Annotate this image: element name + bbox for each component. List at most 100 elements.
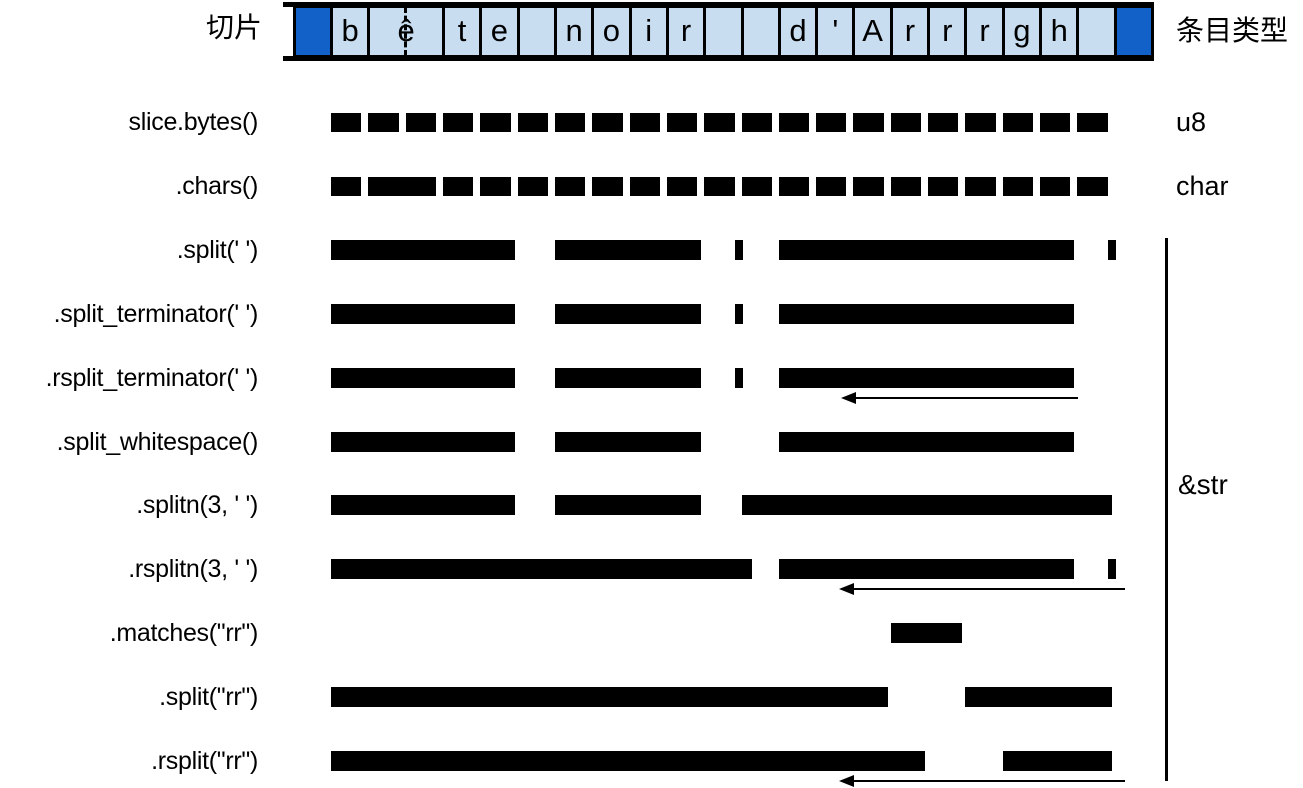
string-piece-bar — [331, 559, 752, 579]
char-cell: r — [889, 5, 931, 58]
char-dash — [741, 177, 772, 196]
method-row-label: .split(' ') — [176, 236, 259, 264]
method-row-label: slice.bytes() — [128, 108, 259, 136]
method-row-label: .splitn(3, ' ') — [136, 491, 258, 519]
string-piece-bar — [331, 240, 515, 260]
byte-square — [480, 113, 511, 132]
empty-string-tick — [1107, 240, 1116, 260]
string-piece-bar — [554, 495, 702, 515]
string-piece-bar — [331, 495, 515, 515]
cell-letter: r — [979, 13, 990, 48]
char-type-label: char — [1176, 171, 1229, 201]
byte-square — [778, 113, 810, 132]
reverse-direction-arrow-head — [841, 392, 857, 404]
string-piece-bar — [331, 304, 515, 324]
char-cell: t — [441, 5, 483, 58]
char-dash — [666, 177, 698, 196]
byte-square — [1040, 113, 1071, 132]
empty-string-tick — [734, 304, 743, 324]
char-dash — [331, 177, 362, 196]
char-dash — [1002, 177, 1034, 196]
char-dash — [853, 177, 884, 196]
byte-square — [853, 113, 884, 132]
cell-letter: e — [490, 13, 509, 48]
char-cell: i — [628, 5, 669, 58]
byte-square — [442, 113, 474, 132]
char-dash — [517, 177, 548, 196]
char-cell: e — [479, 5, 520, 58]
string-piece-bar — [1002, 751, 1112, 771]
reverse-direction-arrow-line — [853, 397, 1079, 399]
slice-label: 切片 — [205, 12, 262, 43]
cell-letter: g — [1013, 13, 1031, 48]
ruler-top-line — [283, 2, 1154, 7]
char-dash — [778, 177, 810, 196]
byte-square — [405, 113, 436, 132]
char-cell: r — [964, 5, 1005, 58]
string-piece-bar — [778, 368, 1075, 388]
str-type-label: &str — [1178, 469, 1228, 500]
empty-string-tick — [734, 368, 743, 388]
string-piece-bar — [778, 432, 1075, 452]
reverse-direction-arrow-head — [839, 583, 855, 595]
byte-square — [816, 113, 847, 132]
char-cell: d — [777, 5, 819, 58]
char-dash — [928, 177, 959, 196]
char-dash — [368, 177, 436, 196]
string-piece-bar — [778, 304, 1075, 324]
string-piece-bar — [331, 432, 515, 452]
str-group-bracket-line — [1165, 238, 1168, 781]
ruler-bottom-line — [283, 56, 1154, 61]
byte-square — [517, 113, 548, 132]
method-row-label: .rsplit("rr") — [151, 747, 258, 775]
method-row-label: .split_terminator(' ') — [53, 300, 259, 328]
char-cell: ê — [367, 5, 445, 58]
char-dash — [592, 177, 623, 196]
u8-type-label: u8 — [1176, 107, 1207, 137]
byte-square — [1077, 113, 1108, 132]
char-cell: g — [1001, 5, 1043, 58]
cell-letter: b — [341, 13, 359, 48]
string-piece-bar — [741, 495, 1112, 515]
string-piece-bar — [554, 240, 702, 260]
cell-letter: r — [904, 13, 916, 48]
space-cell — [516, 5, 557, 58]
char-cell: b — [330, 5, 371, 58]
method-row-label: .matches("rr") — [109, 619, 259, 647]
reverse-direction-arrow-line — [851, 588, 1125, 590]
cell-letter: d — [789, 13, 807, 48]
multibyte-char-divider — [404, 7, 408, 56]
char-dash — [1077, 177, 1108, 196]
byte-square — [554, 113, 586, 132]
string-piece-bar — [890, 623, 963, 643]
cell-letter: r — [680, 13, 692, 48]
char-dash — [704, 177, 735, 196]
byte-square — [741, 113, 772, 132]
char-dash — [1040, 177, 1071, 196]
space-cell — [740, 5, 781, 58]
byte-square — [704, 113, 735, 132]
cell-letter: i — [645, 13, 653, 48]
slice-end-cap — [292, 5, 333, 58]
char-dash — [629, 177, 660, 196]
string-piece-bar — [554, 304, 702, 324]
string-piece-bar — [331, 368, 515, 388]
cell-letter: o — [602, 13, 621, 48]
char-dash — [890, 177, 922, 196]
slice-end-cap — [1113, 5, 1155, 58]
string-piece-bar — [778, 559, 1075, 579]
char-cell: A — [852, 5, 893, 58]
cell-letter: A — [862, 13, 883, 48]
method-row-label: .split_whitespace() — [56, 428, 259, 456]
char-dash — [442, 177, 474, 196]
method-row-label: .rsplitn(3, ' ') — [128, 555, 258, 583]
method-row-label: .split("rr") — [159, 683, 258, 711]
byte-square — [368, 113, 399, 132]
empty-string-tick — [734, 240, 743, 260]
char-dash — [480, 177, 511, 196]
string-piece-bar — [554, 368, 702, 388]
byte-square — [592, 113, 623, 132]
string-piece-bar — [778, 240, 1075, 260]
byte-square — [965, 113, 996, 132]
